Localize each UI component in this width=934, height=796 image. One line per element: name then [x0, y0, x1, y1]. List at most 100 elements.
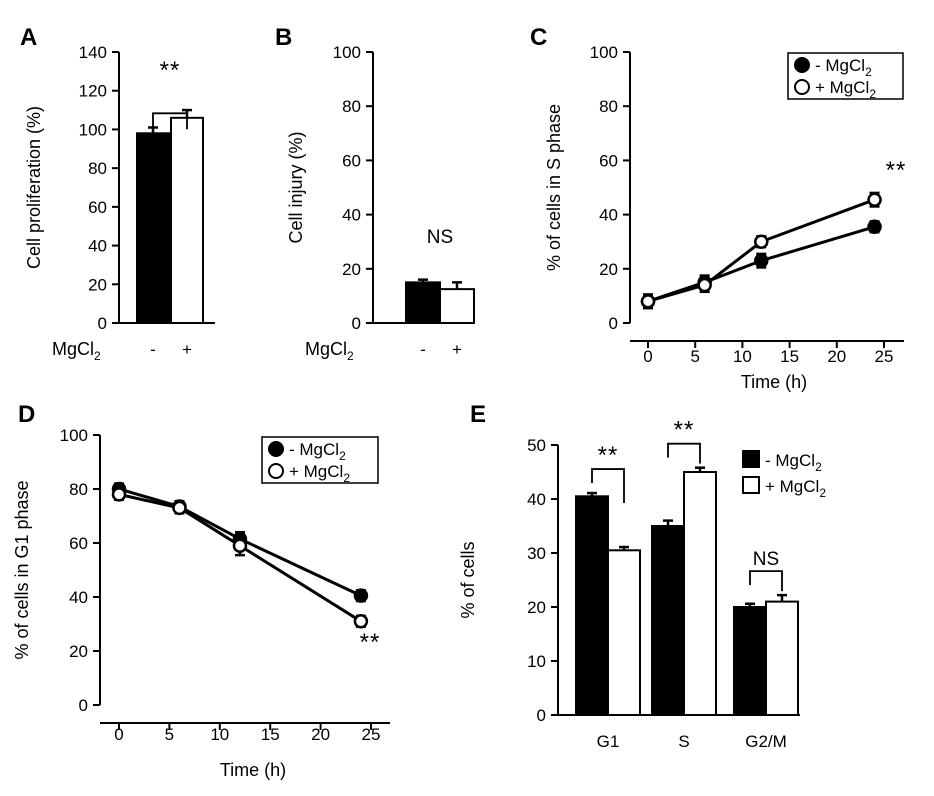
D-legend-label-sub: 2: [339, 449, 346, 463]
A-significance-bracket: [152, 112, 188, 130]
B-y-tick-label: 0: [352, 314, 361, 333]
B-y-tick-label: 40: [342, 206, 361, 225]
A-x-axis-label: MgCl2: [52, 339, 101, 363]
E-significance-label: **: [674, 417, 695, 444]
E-y-tick-label: 0: [537, 706, 546, 725]
C-x-axis-label: Time (h): [741, 372, 807, 392]
panel-B: B 0 20 40 60 80 100 Cell injury (%) - + MgCl2 NS: [275, 24, 475, 363]
C-x-tick-label: 10: [733, 347, 752, 366]
D-x-tick-label: 20: [311, 725, 330, 744]
E-y-tick-label: 30: [527, 544, 546, 563]
D-legend-label-sub: 2: [343, 471, 350, 485]
D-series-line: [118, 487, 362, 598]
B-y-tick-label: 20: [342, 260, 361, 279]
C-legend-label: - MgCl2: [815, 56, 872, 79]
D-panel-letter: D: [18, 401, 35, 428]
C-data-point: [697, 277, 712, 293]
E-legend-label-main: + MgCl: [765, 477, 819, 496]
E-y-tick-label: 20: [527, 598, 546, 617]
E-significance-bracket: [591, 468, 625, 504]
D-significance-label: **: [360, 629, 381, 656]
panel-E: E 0 10 20 30 40 50 % of cells G1 ** S ** G2/M NS - MgC…: [458, 401, 826, 751]
D-series-line: [118, 492, 362, 623]
C-x-tick-label: 15: [780, 347, 799, 366]
E-legend-label: + MgCl2: [765, 477, 826, 500]
D-y-tick-label: 100: [60, 426, 88, 445]
panel-D: D 0 20 40 60 80 100 % of cells in G1 phase 0 5 10 1…: [12, 401, 390, 780]
A-category-label: +: [182, 340, 192, 359]
E-category-label: S: [678, 732, 689, 751]
B-y-axis-label: Cell injury (%): [286, 131, 306, 243]
B-panel-letter: B: [275, 24, 292, 51]
C-data-point: [754, 234, 769, 249]
E-y-tick-label: 50: [527, 436, 546, 455]
E-category-label: G1: [597, 732, 620, 751]
D-legend-label: + MgCl2: [289, 462, 350, 485]
E-y-tick-label: 40: [527, 490, 546, 509]
B-significance-label: NS: [427, 227, 453, 248]
A-x-axis-label-main: MgCl: [52, 339, 94, 359]
E-bar: [765, 600, 799, 716]
A-y-tick-label: 80: [88, 159, 107, 178]
C-y-tick-label: 20: [599, 260, 618, 279]
C-y-tick-label: 80: [599, 97, 618, 116]
D-x-tick-label: 5: [165, 725, 174, 744]
B-bar: [405, 281, 441, 325]
B-y-tick-label: 80: [342, 97, 361, 116]
A-x-axis-label-sub: 2: [94, 349, 101, 363]
B-category-label: -: [420, 340, 426, 359]
C-x-tick-label: 25: [875, 347, 894, 366]
C-data-point: [867, 219, 882, 235]
A-bar: [170, 116, 204, 324]
E-legend-label-main: - MgCl: [765, 451, 815, 470]
E-bar: [575, 495, 609, 716]
C-data-point: [754, 253, 769, 268]
C-y-tick-label: 100: [590, 43, 618, 62]
D-y-axis-label: % of cells in G1 phase: [12, 480, 32, 659]
D-y-tick-label: 0: [79, 696, 88, 715]
D-legend-label-main: + MgCl: [289, 462, 343, 481]
D-x-tick-label: 15: [261, 725, 280, 744]
E-legend-label-sub: 2: [819, 486, 826, 500]
D-legend-label-main: - MgCl: [289, 440, 339, 459]
E-y-axis-label: % of cells: [458, 541, 478, 618]
A-y-tick-label: 40: [88, 237, 107, 256]
D-legend-label: - MgCl2: [289, 440, 346, 463]
panel-A: A 0 20 40 60 80 100 120 140 Cell proliferation (%…: [20, 24, 215, 363]
A-significance-label: **: [160, 57, 181, 84]
D-x-axis-label: Time (h): [220, 760, 286, 780]
E-legend-swatch: [742, 450, 760, 468]
D-x-tick-label: 10: [210, 725, 229, 744]
B-y-tick-label: 100: [333, 43, 361, 62]
D-data-point: [353, 614, 369, 629]
C-panel-letter: C: [530, 24, 547, 51]
panel-C: C 0 20 40 60 80 100 % of cells in S phase 0 5 10 15…: [530, 24, 905, 392]
A-y-tick-label: 100: [79, 120, 107, 139]
D-data-point: [232, 538, 248, 553]
C-y-tick-label: 0: [609, 314, 618, 333]
E-category-label: G2/M: [745, 732, 787, 751]
A-category-label: -: [150, 340, 156, 359]
E-bar: [683, 471, 717, 716]
C-series-line: [647, 198, 876, 303]
E-legend-label: - MgCl2: [765, 451, 822, 474]
E-bar: [607, 549, 641, 716]
C-data-point: [640, 294, 656, 309]
D-data-point: [353, 588, 369, 603]
B-y-tick-label: 60: [342, 151, 361, 170]
B-bar: [439, 288, 475, 324]
D-y-tick-label: 60: [69, 534, 88, 553]
C-legend-label-main: - MgCl: [815, 56, 865, 75]
C-legend-marker: [794, 57, 810, 73]
C-legend-label-sub: 2: [865, 65, 872, 79]
C-x-tick-label: 5: [690, 347, 699, 366]
A-y-tick-label: 60: [88, 198, 107, 217]
E-legend-label-sub: 2: [815, 460, 822, 474]
A-y-tick-label: 20: [88, 275, 107, 294]
D-y-tick-label: 80: [69, 480, 88, 499]
D-x-tick-label: 25: [362, 725, 381, 744]
E-panel-letter: E: [470, 401, 486, 428]
B-x-axis-label-main: MgCl: [305, 339, 347, 359]
D-legend-marker: [268, 463, 284, 479]
